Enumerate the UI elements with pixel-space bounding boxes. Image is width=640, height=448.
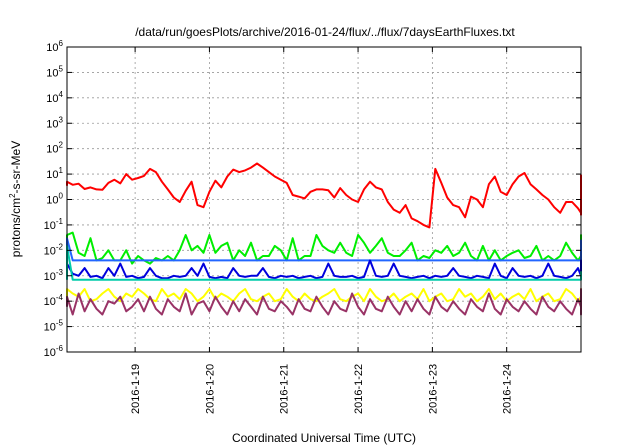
y-tick-label: 10-6: [44, 344, 64, 359]
series-lines: [66, 162, 582, 316]
x-axis-label: Coordinated Universal Time (UTC): [232, 431, 416, 445]
x-tick-label: 2016-1-24: [502, 364, 514, 414]
y-tick-label: 101: [46, 166, 63, 181]
x-tick-label: 2016-1-20: [204, 364, 216, 414]
series-line-2: [66, 231, 582, 265]
series-line-3: [66, 237, 582, 262]
x-tick-label: 2016-1-23: [427, 364, 439, 414]
y-tick-label: 105: [46, 64, 63, 79]
y-tick-label: 103: [46, 115, 63, 130]
chart-title: /data/run/goesPlots/archive/2016-01-24/f…: [135, 25, 515, 39]
y-tick-label: 106: [46, 39, 63, 54]
y-tick-label: 10-2: [44, 242, 64, 257]
x-tick-labels: 2016-1-19 2016-1-20 2016-1-21 2016-1-22 2016…: [130, 47, 514, 414]
y-tick-labels: 10-6 10-5 10-4 10-3 10-2 10-1 100 101 102 103 104 1…: [44, 39, 581, 359]
x-tick-label: 2016-1-19: [130, 364, 142, 414]
y-tick-label: 104: [46, 90, 63, 105]
series-line-6: [66, 288, 582, 303]
y-tick-label: 102: [46, 141, 63, 156]
series-line-5: [66, 244, 582, 281]
series-line-1: [66, 162, 582, 229]
x-tick-label: 2016-1-21: [279, 364, 291, 414]
y-tick-label: 10-1: [44, 217, 64, 232]
y-tick-label: 10-5: [44, 319, 64, 334]
y-tick-label: 10-4: [44, 293, 64, 308]
grid: [67, 47, 581, 352]
x-tick-label: 2016-1-22: [353, 364, 365, 414]
y-axis-label: protons/cm2-s-sr-MeV: [8, 141, 23, 257]
y-tick-label: 10-3: [44, 268, 64, 283]
y-tick-label: 100: [46, 192, 63, 207]
